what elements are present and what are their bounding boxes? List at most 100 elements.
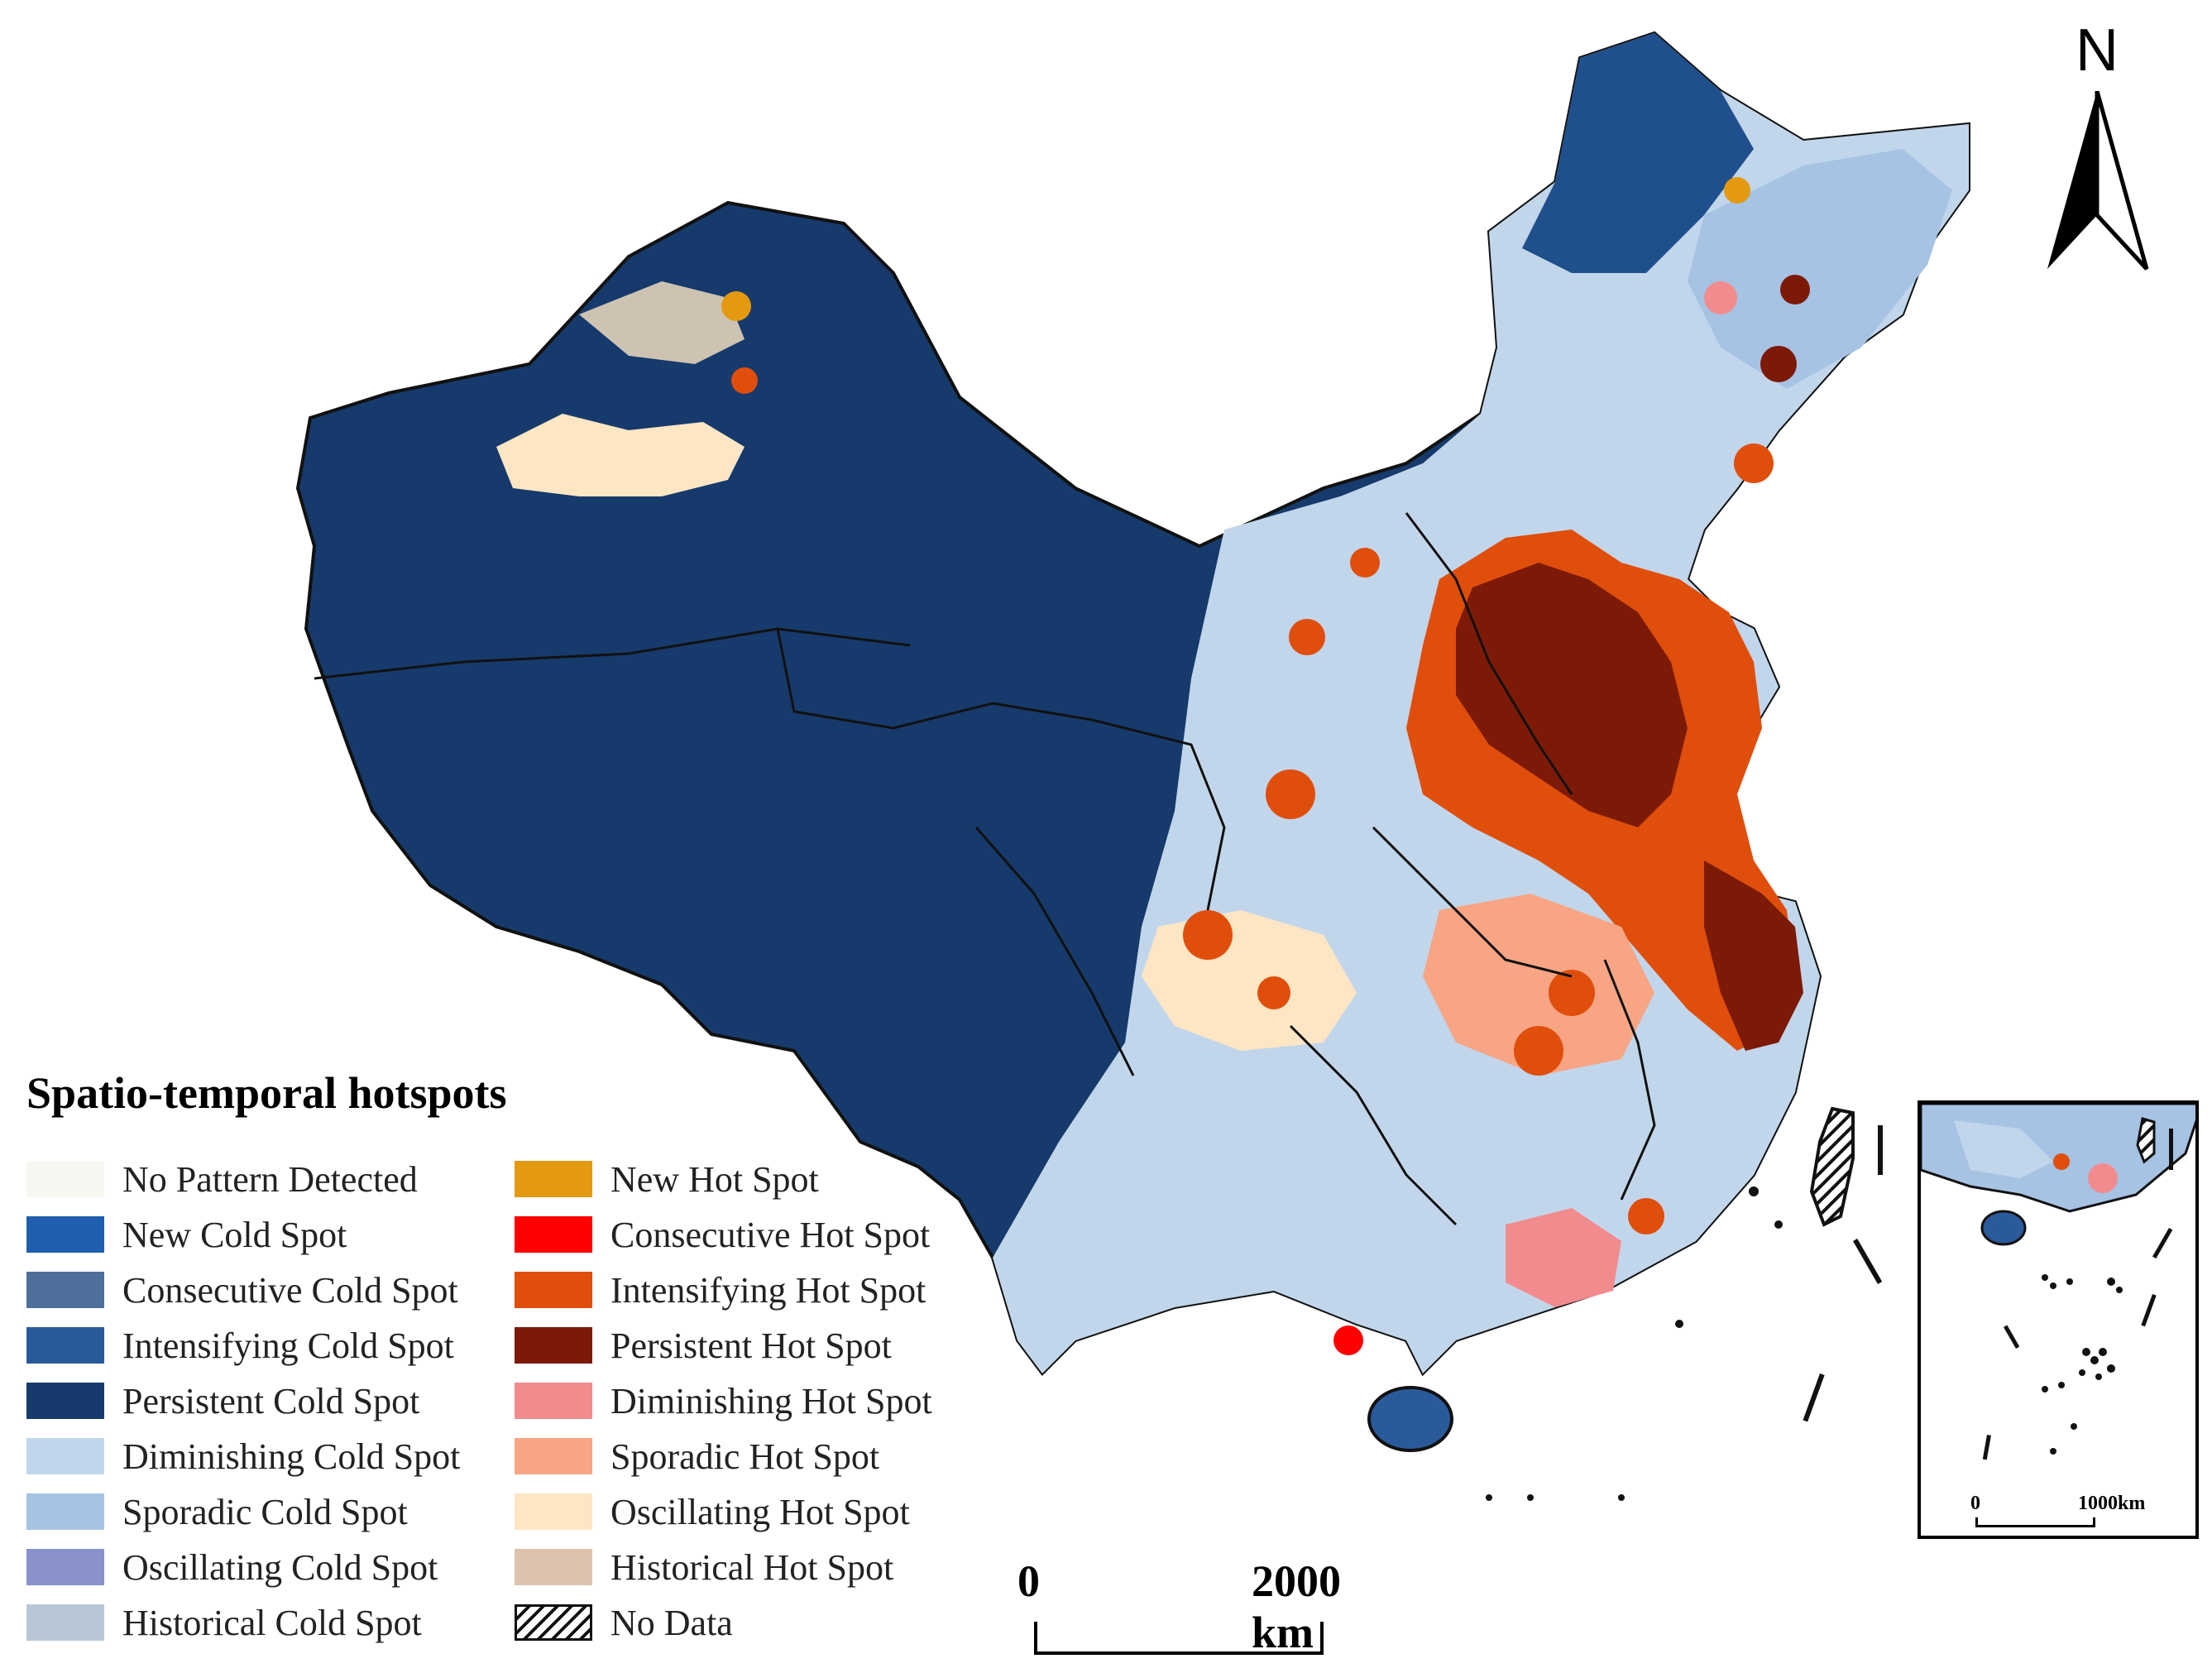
legend-swatch: [26, 1438, 104, 1474]
legend-label: Intensifying Hot Spot: [610, 1269, 926, 1311]
legend-item: Persistent Hot Spot: [515, 1321, 892, 1370]
hot-dot: [1724, 177, 1750, 204]
south-sea-islands: [1486, 1125, 1883, 1501]
hot-dot: [1257, 976, 1290, 1009]
hot-dot: [1760, 346, 1797, 382]
legend-swatch: [515, 1493, 592, 1530]
hot-dot: [1183, 910, 1233, 960]
province-boundary: [776, 628, 1093, 730]
legend-label: Diminishing Cold Spot: [122, 1436, 461, 1477]
legend-swatch: [26, 1327, 104, 1364]
legend-item: New Hot Spot: [515, 1154, 819, 1204]
province-boundary: [974, 827, 1135, 1076]
legend-swatch: [26, 1549, 104, 1585]
hot-dot: [1780, 275, 1810, 304]
east-coast-persistent-hot: [1704, 860, 1803, 1051]
province-boundary: [1405, 512, 1573, 795]
inset-map: [1921, 1104, 2195, 1460]
legend-item: Intensifying Cold Spot: [26, 1321, 454, 1370]
legend-item: Diminishing Hot Spot: [515, 1376, 932, 1426]
legend-swatch: [515, 1327, 592, 1364]
central-sporadic-hot: [1423, 894, 1654, 1076]
legend-swatch: [515, 1438, 592, 1474]
legend-item: Intensifying Hot Spot: [515, 1265, 926, 1315]
north-arrow-icon: [2047, 91, 2149, 271]
hot-dot: [1628, 1198, 1664, 1234]
scale-end-label: 2000 km: [1252, 1556, 1341, 1657]
scale-bar-line: [1034, 1622, 1324, 1655]
hot-dot: [1350, 548, 1380, 578]
legend-item: Oscillating Cold Spot: [26, 1542, 438, 1592]
legend-item: Sporadic Cold Spot: [26, 1487, 408, 1536]
xinjiang-oscillating-hot: [496, 414, 745, 496]
legend-label: No Data: [610, 1602, 733, 1643]
legend-label: Diminishing Hot Spot: [610, 1380, 932, 1421]
legend-swatch: [26, 1383, 104, 1419]
legend-item: Diminishing Cold Spot: [26, 1431, 460, 1481]
legend-label: Sporadic Cold Spot: [122, 1491, 408, 1532]
legend-label: No Pattern Detected: [122, 1158, 418, 1200]
legend-swatch: [515, 1383, 592, 1419]
legend-item: Consecutive Hot Spot: [515, 1210, 930, 1259]
legend-item: No Data: [515, 1598, 733, 1647]
legend-label: Oscillating Cold Spot: [122, 1546, 438, 1588]
legend-swatch: [26, 1216, 104, 1253]
inset-scale-end-label: 1000km: [2078, 1493, 2146, 1514]
northeast-cold-band: [1522, 33, 1754, 273]
hot-dot: [1289, 619, 1325, 655]
legend-swatch: [26, 1272, 104, 1308]
legend-swatch: [515, 1549, 592, 1585]
legend-swatch: [26, 1604, 104, 1641]
legend-item: New Cold Spot: [26, 1210, 347, 1259]
province-boundary: [1091, 718, 1226, 911]
legend-label: Intensifying Cold Spot: [122, 1325, 454, 1366]
legend-label: Consecutive Hot Spot: [610, 1214, 931, 1255]
xinjiang-north-band: [579, 281, 745, 364]
legend-swatch: [515, 1216, 592, 1253]
legend-item: Oscillating Hot Spot: [515, 1487, 910, 1536]
hot-dot: [721, 291, 751, 321]
hot-dot: [1333, 1325, 1363, 1355]
hainan-island: [1367, 1386, 1453, 1452]
hot-dot: [1266, 769, 1315, 819]
province-boundary: [1372, 826, 1573, 978]
legend-item: Sporadic Hot Spot: [515, 1431, 879, 1481]
legend-label: New Hot Spot: [610, 1158, 819, 1200]
legend-item: Historical Cold Spot: [26, 1598, 422, 1647]
legend-label: New Cold Spot: [122, 1214, 347, 1255]
legend-title: Spatio-temporal hotspots: [26, 1068, 507, 1118]
inset-scale-start-label: 0: [1970, 1493, 1980, 1514]
legend-label: Consecutive Cold Spot: [122, 1269, 458, 1311]
north-arrow: N: [2047, 17, 2176, 273]
legend-label: Persistent Cold Spot: [122, 1380, 420, 1421]
legend-label: Sporadic Hot Spot: [610, 1436, 880, 1477]
northeast-sporadic: [1688, 149, 1952, 389]
legend-swatch: [515, 1604, 592, 1641]
north-label: N: [2076, 17, 2119, 84]
legend-label: Persistent Hot Spot: [610, 1325, 892, 1366]
province-boundary: [1603, 959, 1656, 1201]
hot-dot: [1734, 443, 1774, 483]
province-boundary: [1289, 1024, 1458, 1226]
legend-swatch: [26, 1161, 104, 1197]
legend-label: Historical Cold Spot: [122, 1602, 422, 1643]
legend-swatch: [515, 1272, 592, 1308]
legend-swatch: [515, 1161, 592, 1197]
hot-dot: [1514, 1216, 1580, 1282]
legend-label: Historical Hot Spot: [610, 1546, 894, 1588]
legend-item: No Pattern Detected: [26, 1154, 418, 1204]
inset-scale-bar-line: [1975, 1517, 2095, 1527]
legend-item: Consecutive Cold Spot: [26, 1265, 458, 1315]
legend-item: Historical Hot Spot: [515, 1542, 893, 1592]
legend-item: Persistent Cold Spot: [26, 1376, 419, 1426]
hot-dot: [1704, 281, 1737, 314]
north-china-persistent-hot: [1456, 563, 1688, 827]
legend-label: Oscillating Hot Spot: [610, 1491, 910, 1532]
legend-swatch: [26, 1493, 104, 1530]
hot-dot: [1549, 970, 1595, 1016]
south-china-sea-inset: 0 1000km: [1918, 1100, 2199, 1539]
taiwan-no-data: [1809, 1106, 1855, 1227]
province-boundary: [314, 627, 911, 680]
hot-dot: [1514, 1026, 1563, 1076]
